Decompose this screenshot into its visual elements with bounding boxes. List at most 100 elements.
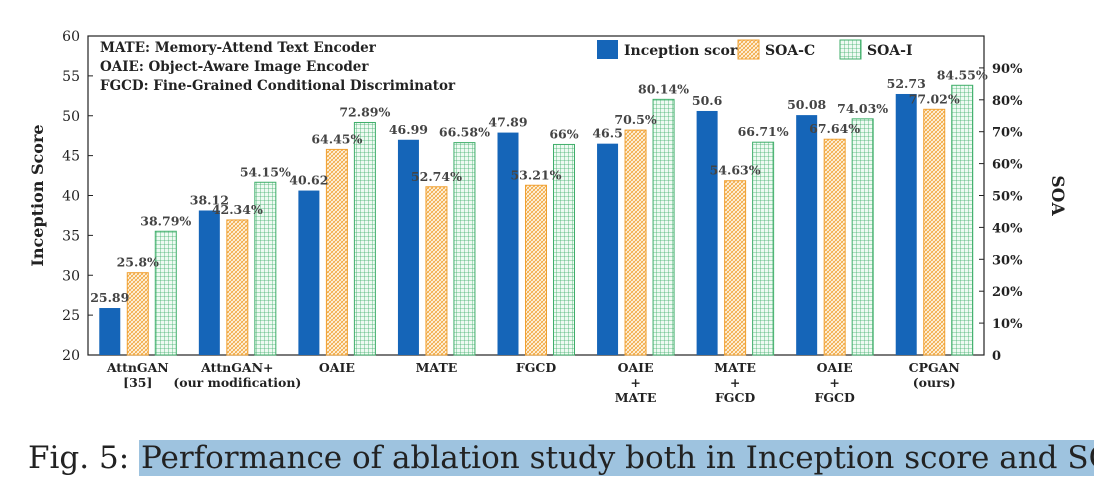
bar-inception-score (99, 308, 121, 355)
y2-tick-label: 10% (992, 317, 1023, 332)
data-label: 25.8% (117, 255, 159, 270)
data-label: 38.79% (140, 213, 191, 228)
y2-tick-label: 50% (992, 190, 1023, 205)
data-label: 72.89% (339, 104, 390, 119)
bar-soa-i (951, 84, 974, 356)
bar-soa-i (353, 121, 376, 356)
data-label: 66% (549, 126, 578, 141)
data-label: 50.6 (692, 93, 723, 108)
annotation-line: FGCD: Fine-Grained Conditional Discrimin… (100, 78, 456, 94)
x-tick-label: AttnGAN+ (200, 360, 273, 375)
caption-prefix: Fig. 5: (28, 440, 130, 476)
data-label: 64.45% (311, 131, 362, 146)
x-tick-label: MATE (615, 390, 657, 405)
x-tick-label: MATE (416, 360, 458, 375)
data-label: 47.89 (488, 115, 527, 130)
x-tick-label: (our modification) (173, 375, 301, 390)
data-label: 66.71% (738, 124, 789, 139)
y-tick-label: 25 (62, 308, 80, 324)
bar-soa-i (752, 141, 775, 356)
data-label: 54.15% (240, 164, 291, 179)
x-tick-label: [35] (123, 375, 152, 390)
x-tick-label: (ours) (913, 375, 956, 390)
legend-swatch (839, 39, 862, 60)
bar-soa-i (453, 142, 476, 356)
bar-inception-score (796, 115, 818, 355)
data-label: 52.73 (887, 76, 926, 91)
x-tick-label: + (730, 375, 740, 390)
y2-tick-label: 60% (992, 158, 1023, 173)
data-label: 54.63% (710, 163, 761, 178)
legend-label: SOA-I (867, 43, 913, 59)
x-tick-label: AttnGAN (106, 360, 169, 375)
legend-swatch (737, 39, 760, 60)
y2-tick-label: 40% (992, 221, 1023, 236)
y2-tick-label: 90% (992, 62, 1023, 77)
y-tick-label: 35 (62, 228, 80, 244)
y-tick-label: 30 (62, 268, 80, 284)
y-axis-title: Inception Score (28, 124, 47, 266)
data-label: 77.02% (909, 91, 960, 106)
bar-inception-score (895, 93, 917, 356)
data-label: 40.62 (289, 173, 328, 188)
bar-soa-c (126, 272, 149, 356)
bar-soa-c (923, 108, 946, 356)
bar-soa-i (553, 143, 575, 356)
data-label: 46.99 (389, 122, 428, 137)
bar-soa-i (154, 230, 177, 356)
bar-soa-i (851, 118, 874, 356)
x-tick-label: MATE (714, 360, 756, 375)
y-tick-label: 55 (62, 69, 80, 85)
bar-soa-c (624, 129, 647, 356)
data-label: 67.64% (809, 121, 860, 136)
caption-text: Performance of ablation study both in In… (139, 440, 1094, 476)
annotation-line: OAIE: Object-Aware Image Encoder (100, 59, 369, 75)
bar-soa-c (226, 219, 249, 356)
x-tick-label: FGCD (516, 360, 556, 375)
bar-inception-score (497, 132, 519, 355)
x-tick-label: CPGAN (909, 360, 960, 375)
y2-tick-label: 0 (992, 349, 1001, 364)
bar-soa-c (724, 180, 747, 356)
bar-soa-i (652, 98, 675, 356)
x-tick-label: + (630, 375, 640, 390)
x-tick-label: FGCD (715, 390, 755, 405)
data-label: 70.5% (614, 112, 656, 127)
data-label: 84.55% (937, 67, 988, 82)
data-label: 53.21% (510, 167, 561, 182)
y2-tick-label: 70% (992, 126, 1023, 141)
y2-axis-title: SOA (1047, 175, 1067, 216)
bar-inception-score (198, 210, 220, 355)
y2-tick-label: 30% (992, 253, 1023, 268)
y-tick-label: 50 (62, 109, 80, 125)
x-tick-label: + (829, 375, 839, 390)
bars-group (99, 84, 974, 356)
data-label: 46.5 (592, 126, 622, 141)
x-tick-label: OAIE (319, 360, 355, 375)
bar-soa-c (525, 184, 547, 356)
bar-inception-score (397, 139, 419, 355)
data-label: 38.12 (190, 192, 229, 207)
y-tick-label: 45 (62, 149, 80, 165)
data-label: 66.58% (439, 125, 490, 140)
bar-soa-c (325, 148, 348, 356)
figure-caption: Fig. 5: Performance of ablation study bo… (28, 440, 1094, 476)
x-tick-label: OAIE (618, 360, 654, 375)
bar-soa-c (425, 186, 448, 356)
data-label: 50.08 (787, 97, 826, 112)
bar-inception-score (298, 190, 320, 355)
y2-tick-label: 20% (992, 285, 1023, 300)
y2-tick-label: 80% (992, 94, 1023, 109)
x-tick-label: OAIE (817, 360, 853, 375)
data-label: 80.14% (638, 81, 689, 96)
bar-inception-score (597, 143, 619, 355)
data-label: 74.03% (837, 101, 888, 116)
legend-label: SOA-C (765, 43, 815, 59)
bar-soa-i (254, 181, 277, 356)
annotation-group: MATE: Memory-Attend Text Encoder OAIE: Ob… (100, 40, 456, 94)
data-label: 52.74% (411, 169, 462, 184)
annotation-line: MATE: Memory-Attend Text Encoder (100, 40, 377, 56)
axes-group: 20 25 30 35 40 45 50 55 60 0 10% 20% 30% 40% 50% 60% 70%… (28, 29, 1067, 405)
